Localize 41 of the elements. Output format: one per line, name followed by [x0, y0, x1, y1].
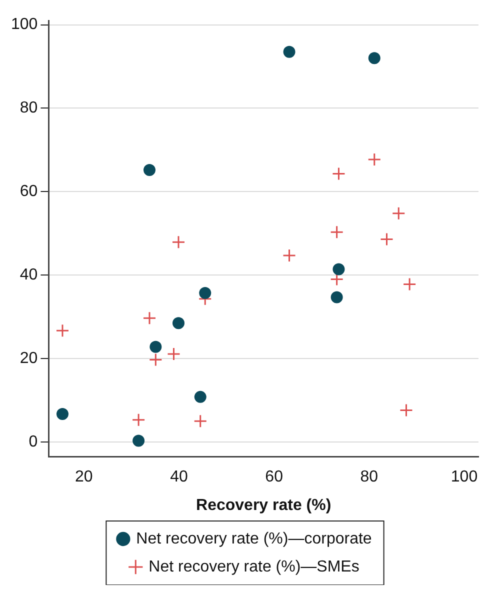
- point: [166, 347, 180, 361]
- x-tick-label: 20: [74, 468, 93, 486]
- x-tick-label: 80: [360, 468, 378, 486]
- point: [172, 317, 184, 330]
- y-tick-label: 40: [20, 266, 38, 284]
- point: [330, 225, 344, 239]
- legend-label: Net recovery rate (%)—SMEs: [148, 558, 360, 576]
- y-tick-label: 0: [28, 433, 38, 450]
- y-tick-label: 20: [20, 350, 38, 367]
- point: [199, 287, 212, 300]
- y-tick-label: 100: [10, 16, 38, 34]
- point: [148, 353, 162, 367]
- x-axis-title: Recovery rate (%): [196, 496, 332, 514]
- point: [380, 232, 394, 246]
- point: [56, 408, 68, 420]
- y-tick-label: 60: [20, 183, 38, 200]
- point: [332, 166, 346, 180]
- point: [132, 413, 146, 427]
- point: [132, 434, 145, 447]
- point: [332, 263, 345, 276]
- point: [172, 235, 186, 249]
- point: [399, 404, 413, 418]
- point: [283, 46, 296, 58]
- x-tick-label: 100: [450, 468, 478, 486]
- point: [194, 390, 206, 403]
- x-tick-label: 40: [170, 468, 188, 486]
- point: [56, 324, 70, 338]
- point: [150, 340, 162, 353]
- legend-label: Net recovery rate (%)—corporate: [136, 530, 372, 548]
- point: [142, 311, 156, 325]
- point: [330, 291, 343, 304]
- point: [392, 206, 406, 220]
- point: [194, 414, 208, 428]
- point: [282, 248, 296, 262]
- point: [330, 272, 344, 286]
- x-tick-label: 60: [265, 468, 284, 486]
- point: [368, 152, 382, 166]
- point: [143, 164, 156, 176]
- point: [402, 278, 416, 292]
- point: [368, 52, 380, 64]
- y-tick-label: 80: [20, 100, 38, 117]
